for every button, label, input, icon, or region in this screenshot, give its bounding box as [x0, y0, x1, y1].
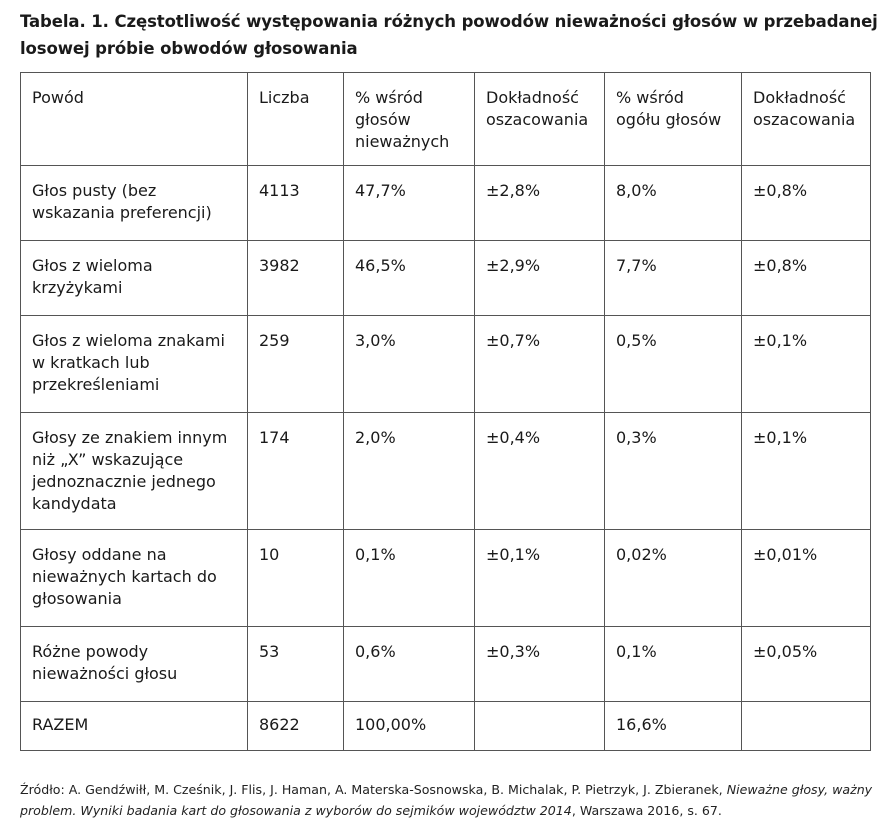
table-cell: ±0,1% — [741, 315, 871, 413]
table-cell: ±2,9% — [474, 240, 605, 316]
source-title: Nieważne głosy, ważny problem. Wyniki ba… — [20, 782, 873, 818]
source-note: Źródło: A. Gendźwiłł, M. Cześnik, J. Fli… — [20, 779, 875, 821]
table-row: Różne powody nieważności głosu 53 0,6% ±… — [20, 626, 871, 702]
table-cell: 16,6% — [604, 701, 742, 751]
table-row: Głos z wieloma krzyżykami 3982 46,5% ±2,… — [20, 240, 871, 316]
table-row: Głos pusty (bez wskazania preferencji) 4… — [20, 165, 871, 241]
table-cell: 47,7% — [343, 165, 475, 241]
table-cell: 46,5% — [343, 240, 475, 316]
source-prefix: Źródło: A. Gendźwiłł, M. Cześnik, J. Fli… — [20, 782, 727, 797]
table-cell: 0,1% — [604, 626, 742, 702]
table-total-row: RAZEM 8622 100,00% 16,6% — [20, 701, 871, 751]
table-cell — [741, 701, 871, 751]
source-suffix: , Warszawa 2016, s. 67. — [571, 803, 722, 818]
table-cell: ±0,1% — [474, 529, 605, 627]
table-cell: ±0,8% — [741, 165, 871, 241]
header-cell-liczba: Liczba — [247, 72, 344, 166]
table-row: Głosy oddane na nieważnych kartach do gł… — [20, 529, 871, 627]
table-cell: 8622 — [247, 701, 344, 751]
table-cell — [474, 701, 605, 751]
table-cell: 100,00% — [343, 701, 475, 751]
table-cell: 3982 — [247, 240, 344, 316]
table-row: Głos z wieloma znakami w kratkach lub pr… — [20, 315, 871, 413]
table-cell: 4113 — [247, 165, 344, 241]
table-cell: Głos z wieloma krzyżykami — [20, 240, 248, 316]
table-cell: 53 — [247, 626, 344, 702]
table-cell: 0,3% — [604, 412, 742, 530]
table-cell: RAZEM — [20, 701, 248, 751]
table-cell: ±0,3% — [474, 626, 605, 702]
table-cell: ±0,7% — [474, 315, 605, 413]
table-cell: Głosy ze znakiem innym niż „X” wskazując… — [20, 412, 248, 530]
table-cell: Różne powody nieważności głosu — [20, 626, 248, 702]
table-cell: 8,0% — [604, 165, 742, 241]
table-cell: ±0,05% — [741, 626, 871, 702]
table-header-row: Powód Liczba % wśród głosów nieważnych D… — [20, 72, 871, 166]
table-cell: 0,6% — [343, 626, 475, 702]
table-cell: 174 — [247, 412, 344, 530]
table-cell: 0,02% — [604, 529, 742, 627]
table-cell: Głos pusty (bez wskazania preferencji) — [20, 165, 248, 241]
header-cell-pct-total: % wśród ogółu głosów — [604, 72, 742, 166]
table-cell: 3,0% — [343, 315, 475, 413]
table-cell: 10 — [247, 529, 344, 627]
table-cell: ±2,8% — [474, 165, 605, 241]
table-cell: 259 — [247, 315, 344, 413]
table-cell: ±0,1% — [741, 412, 871, 530]
table-caption: Tabela. 1. Częstotliwość występowania ró… — [20, 12, 878, 58]
header-cell-accuracy-2: Dokładność oszacowania — [741, 72, 871, 166]
table-cell: 2,0% — [343, 412, 475, 530]
table-cell: ±0,8% — [741, 240, 871, 316]
table-cell: 0,5% — [604, 315, 742, 413]
header-cell-accuracy-1: Dokładność oszacowania — [474, 72, 605, 166]
header-cell-powod: Powód — [20, 72, 248, 166]
table-cell: ±0,4% — [474, 412, 605, 530]
data-table: Powód Liczba % wśród głosów nieważnych D… — [20, 72, 871, 751]
header-cell-pct-invalid: % wśród głosów nieważnych — [343, 72, 475, 166]
table-cell: 7,7% — [604, 240, 742, 316]
table-cell: Głos z wieloma znakami w kratkach lub pr… — [20, 315, 248, 413]
table-cell: Głosy oddane na nieważnych kartach do gł… — [20, 529, 248, 627]
table-cell: 0,1% — [343, 529, 475, 627]
table-row: Głosy ze znakiem innym niż „X” wskazując… — [20, 412, 871, 530]
table-cell: ±0,01% — [741, 529, 871, 627]
